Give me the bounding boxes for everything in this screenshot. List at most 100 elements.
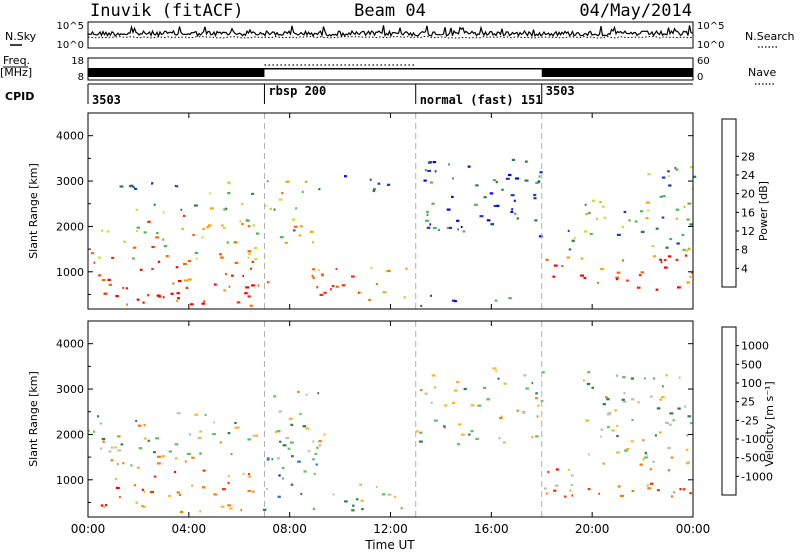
power-cell [151,267,154,271]
velocity-cell [661,396,665,399]
power-cell [660,261,663,264]
power-cell [602,205,605,208]
velocity-cell [623,400,627,403]
power-cell [566,256,571,259]
power-cell [603,216,607,219]
velocity-cell [102,440,105,443]
velocity-cell [416,430,419,433]
power-cell [128,185,133,188]
velocity-cell [668,423,672,426]
velocity-cell [273,395,277,398]
power-cell [681,233,685,237]
power-cell [640,271,645,274]
velocity-cell [470,430,474,433]
x-axis-label: Time UT [364,538,415,552]
freq-band [541,68,693,77]
velocity-cell [431,374,436,377]
power-cell [667,170,670,173]
velocity-cell [147,439,150,442]
power-cell [585,213,588,216]
power-cell [224,272,228,276]
velocity-colorbar-tick-label: -500 [741,452,766,465]
power-cell [573,236,576,240]
velocity-cell [503,382,507,385]
power-y-axis: 1000 2000 3000 4000 [56,130,693,295]
velocity-cell [662,385,664,388]
power-cell [647,173,651,176]
velocity-cell [457,443,461,446]
velocity-cell [523,374,527,377]
velocity-cell [191,456,195,459]
velocity-data-cells [88,321,693,517]
power-cell [668,184,672,187]
power-cell [596,217,598,220]
velocity-cell [630,440,634,443]
velocity-cell [649,468,652,471]
velocity-cell [143,437,147,440]
power-cell [106,230,110,233]
velocity-cell [671,495,673,498]
velocity-cell [299,412,302,416]
velocity-cell [486,398,491,401]
power-cell [386,183,391,186]
velocity-cell [115,486,120,489]
velocity-cell [150,490,154,494]
power-cell [301,190,304,193]
power-cell [675,258,679,261]
velocity-cell [291,455,294,458]
power-cell [111,256,115,259]
power-cell [646,201,650,204]
velocity-cell [587,488,591,491]
power-cell [510,210,514,213]
velocity-cell [204,413,207,416]
beam-label: Beam 04 [354,1,426,21]
velocity-cell [644,456,648,459]
power-cell [284,241,288,244]
power-colorbar-tick-label: 8 [741,244,748,257]
power-cell [295,207,297,210]
power-cell [281,192,284,195]
power-cell [125,287,128,290]
power-cell [492,179,497,182]
velocity-cell [199,452,202,455]
power-cell [686,281,690,284]
velocity-cell [419,431,423,434]
velocity-cell [174,443,179,446]
velocity-cell [644,451,647,454]
power-cell [539,171,543,174]
power-cell [279,236,284,239]
velocity-cell [135,419,137,422]
velocity-cell [352,504,355,507]
power-cell [675,168,679,171]
power-cell [583,230,588,233]
power-cell [686,218,690,221]
power-cell [451,195,454,198]
power-cell [187,278,192,281]
velocity-colorbar-label: Velocity [m s⁻¹] [763,381,776,466]
power-cell [475,184,479,187]
power-cell [675,208,680,211]
nsearch-label: N.Search [745,30,795,43]
velocity-cell [463,387,467,391]
velocity-cell [202,469,206,472]
power-cell [467,165,471,168]
power-cell [241,222,244,226]
velocity-cell [194,413,199,416]
velocity-cell [631,419,634,422]
velocity-cell [176,491,180,494]
velocity-cell [222,488,226,491]
velocity-cell [234,421,237,425]
power-colorbar-tick-label: 12 [741,225,755,238]
velocity-cell [227,475,230,478]
power-cell [662,195,666,198]
velocity-cell [555,468,559,471]
power-cell [533,193,537,197]
velocity-cell [266,457,270,460]
power-cell [524,160,528,163]
nave-label: Nave [748,66,776,79]
velocity-colorbar-tick-label: 500 [741,358,762,371]
power-cell [269,207,272,210]
power-cell [292,229,296,232]
power-cell [462,230,466,233]
velocity-cell [141,505,144,508]
